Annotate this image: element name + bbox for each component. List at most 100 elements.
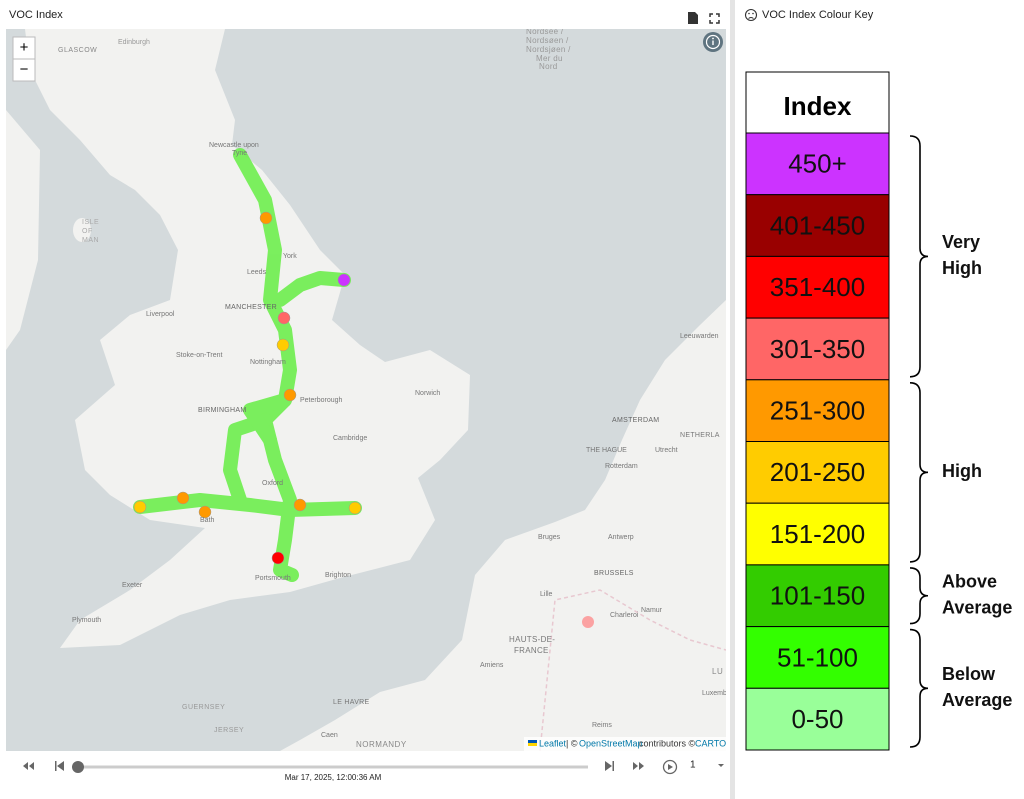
zoom-in[interactable]: +	[12, 36, 36, 60]
map-label: Peterborough	[300, 397, 343, 404]
key-range-label: 151-200	[770, 519, 865, 549]
map-label: Nordsjøen /	[526, 45, 571, 54]
step-forward-button[interactable]	[633, 762, 644, 770]
map-label: LU	[712, 667, 723, 676]
key-brace	[909, 135, 929, 378]
info-button[interactable]	[703, 32, 723, 52]
key-group-label: High	[942, 461, 982, 481]
map-label: Nord	[539, 62, 558, 71]
map-label: Caen	[321, 732, 338, 739]
key-swatch	[745, 194, 890, 257]
attribution-text: | ©	[566, 738, 578, 748]
key-group-label: Below	[942, 664, 996, 684]
map-label: Amiens	[480, 662, 504, 669]
key-swatch	[745, 441, 890, 504]
map-label: York	[283, 253, 297, 260]
play-button[interactable]	[662, 759, 678, 775]
map-label: Nordsøen /	[526, 36, 569, 45]
map-label: HAUTS-DE-	[509, 635, 555, 644]
map-label: Bath	[200, 517, 215, 524]
key-swatch	[745, 255, 890, 319]
key-range-label: 351-400	[770, 272, 865, 302]
map-label: Nottingham	[250, 359, 286, 366]
key-group-label: Above	[942, 572, 997, 592]
key-swatch	[745, 317, 890, 381]
map-label: Edinburgh	[118, 39, 150, 46]
key-range-label: 450+	[788, 149, 847, 179]
attribution-link[interactable]: CARTO	[695, 738, 726, 748]
last-button[interactable]	[605, 761, 614, 771]
map-label: Reims	[592, 722, 612, 729]
attribution-link[interactable]: OpenStreetMap	[579, 738, 643, 748]
key-range-label: 0-50	[791, 704, 843, 734]
key-header-cell	[745, 71, 890, 134]
map-label: Plymouth	[72, 617, 101, 624]
map-label: AMSTERDAM	[612, 417, 659, 424]
map-label: Charleroi	[610, 612, 639, 619]
speed-dropdown[interactable]	[718, 764, 724, 767]
key-swatch	[745, 132, 890, 196]
attribution-link[interactable]: Leaflet	[539, 738, 567, 748]
map-label: Mer du	[536, 54, 563, 63]
map-label: ISLE	[82, 219, 99, 226]
map-label: GLASCOW	[58, 47, 97, 54]
key-range-label: 201-250	[770, 457, 865, 487]
key-group-label: High	[942, 258, 982, 278]
colour-key: Index 450+ 401-450 351-400 301-350 251-300 20…	[745, 71, 1012, 751]
map-label: Brighton	[325, 572, 351, 579]
key-range-label: 251-300	[770, 396, 865, 426]
key-title: VOC Index Colour Key	[762, 9, 874, 21]
key-group-label: Average	[942, 598, 1012, 618]
map-label: LE HAVRE	[333, 699, 370, 706]
key-swatch	[745, 379, 890, 442]
map-label: THE HAGUE	[586, 447, 627, 454]
map-label: Tyne	[232, 150, 247, 157]
map-label: MANCHESTER	[225, 304, 277, 311]
map-label: GUERNSEY	[182, 704, 225, 711]
map-label: Norwich	[415, 390, 440, 397]
key-swatch	[745, 687, 890, 751]
map-label: Utrecht	[655, 447, 678, 454]
timestamp: Mar 17, 2025, 12:00:36 AM	[285, 773, 382, 782]
key-range-label: 51-100	[777, 642, 858, 672]
map-label: Stoke-on-Trent	[176, 352, 222, 359]
map-label: Liverpool	[146, 311, 175, 318]
speed-value[interactable]: 1	[690, 760, 696, 771]
map-label: NORMANDY	[356, 740, 407, 749]
first-button[interactable]	[55, 761, 64, 771]
map-label: Namur	[641, 607, 663, 614]
key-brace	[909, 382, 929, 563]
map-label: Leeuwarden	[680, 333, 719, 340]
key-brace	[909, 628, 929, 748]
map-label: Portsmouth	[255, 575, 291, 582]
panel-title: VOC Index	[9, 9, 63, 21]
map-label: JERSEY	[214, 727, 244, 734]
map-label: Exeter	[122, 582, 143, 589]
map-label: BIRMINGHAM	[198, 407, 247, 414]
map-label: Lille	[540, 591, 553, 598]
fullscreen-icon[interactable]	[709, 13, 720, 24]
zoom-in-label: +	[20, 39, 29, 56]
map-label: Luxembo	[702, 690, 731, 697]
map-label: Nordsee /	[526, 27, 564, 36]
key-group-label: Very	[942, 232, 980, 252]
map-label: Newcastle upon	[209, 142, 259, 149]
key-group-label: Average	[942, 690, 1012, 710]
slider-knob[interactable]	[72, 761, 84, 773]
key-range-label: 401-450	[770, 210, 865, 240]
export-icon[interactable]	[688, 12, 698, 24]
map-label: Cambridge	[333, 435, 367, 442]
divider	[730, 0, 735, 799]
step-back-button[interactable]	[23, 762, 34, 770]
map-label: Leeds	[247, 269, 267, 276]
key-header-text: Index	[784, 91, 852, 121]
map-label: FRANCE	[514, 646, 549, 655]
map-label: Oxford	[262, 480, 283, 487]
map-label: Antwerp	[608, 534, 634, 541]
zoom-out[interactable]: −	[12, 58, 36, 82]
map-label: Bruges	[538, 534, 561, 541]
map-label: Rotterdam	[605, 463, 638, 470]
